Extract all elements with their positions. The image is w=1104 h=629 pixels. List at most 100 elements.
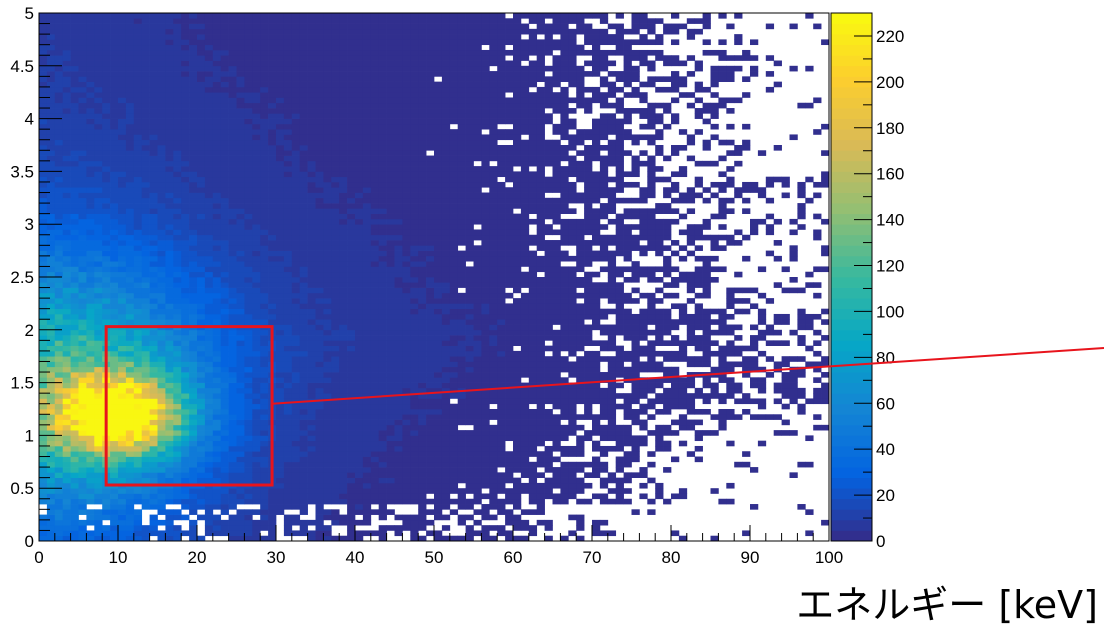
heatmap-cell — [39, 303, 48, 310]
heatmap-cell — [276, 419, 285, 426]
heatmap-cell — [181, 530, 190, 537]
heatmap-cell — [110, 345, 119, 352]
heatmap-cell — [125, 377, 135, 383]
heatmap-cell — [46, 123, 56, 130]
heatmap-cell — [165, 166, 174, 172]
heatmap-cell — [173, 472, 182, 478]
heatmap-cell — [434, 108, 443, 114]
heatmap-cell — [378, 255, 387, 262]
heatmap-cell — [141, 398, 150, 405]
heatmap-cell — [94, 440, 103, 447]
heatmap-cell — [378, 345, 387, 352]
heatmap-cell — [299, 440, 308, 447]
heatmap-cell — [149, 329, 158, 336]
heatmap-cell — [173, 440, 182, 447]
heatmap-cell — [370, 34, 380, 40]
heatmap-cell — [157, 387, 166, 394]
heatmap-cell — [410, 218, 419, 225]
heatmap-cell — [157, 44, 166, 51]
heatmap-cell — [39, 393, 48, 399]
heatmap-cell — [347, 350, 356, 357]
heatmap-cell — [220, 277, 229, 283]
heatmap-cell — [307, 424, 316, 431]
heatmap-cell — [157, 197, 166, 204]
heatmap-cell — [347, 261, 356, 267]
heatmap-cell — [426, 403, 435, 410]
heatmap-cell — [323, 366, 332, 373]
heatmap-cell — [323, 430, 332, 436]
heatmap-cell — [426, 435, 435, 442]
heatmap-cell — [283, 176, 293, 183]
heatmap-cell — [46, 350, 56, 357]
heatmap-cell — [46, 271, 56, 278]
heatmap-cell — [133, 519, 143, 526]
heatmap-cell — [39, 218, 48, 225]
heatmap-cell — [307, 414, 316, 420]
heatmap-cell — [268, 509, 277, 515]
heatmap-cell — [299, 377, 308, 383]
heatmap-cell — [268, 224, 277, 230]
heatmap-cell — [355, 34, 364, 40]
heatmap-cell — [307, 292, 316, 299]
heatmap-cell — [110, 65, 119, 72]
heatmap-cell — [355, 461, 364, 468]
heatmap-cell — [204, 477, 214, 484]
heatmap-cell — [370, 92, 380, 98]
heatmap-cell — [402, 240, 411, 246]
heatmap-cell — [46, 361, 56, 368]
heatmap-cell — [291, 271, 301, 278]
heatmap-cell — [189, 504, 198, 510]
heatmap-cell — [189, 150, 198, 156]
heatmap-cell — [46, 81, 56, 88]
heatmap-cell — [62, 187, 71, 193]
heatmap-cell — [402, 329, 411, 336]
heatmap-cell — [220, 350, 229, 357]
heatmap-cell — [339, 287, 348, 294]
heatmap-cell — [133, 419, 143, 426]
heatmap-cell — [418, 440, 427, 447]
heatmap-cell — [94, 255, 103, 262]
heatmap-cell — [46, 129, 56, 135]
heatmap-cell — [323, 298, 332, 304]
heatmap-cell — [418, 71, 427, 77]
heatmap-cell — [133, 166, 143, 172]
heatmap-cell — [268, 498, 277, 505]
heatmap-cell — [94, 298, 103, 304]
heatmap-cell — [370, 451, 380, 457]
heatmap-cell — [165, 118, 174, 125]
heatmap-cell — [283, 118, 293, 125]
heatmap-cell — [347, 76, 356, 82]
heatmap-cell — [268, 39, 277, 46]
heatmap-cell — [260, 361, 269, 368]
heatmap-cell — [339, 419, 348, 426]
heatmap-cell — [94, 55, 103, 61]
heatmap-cell — [173, 150, 182, 156]
heatmap-cell — [133, 387, 143, 394]
heatmap-cell — [118, 440, 127, 447]
heatmap-cell — [204, 181, 214, 188]
heatmap-cell — [362, 509, 372, 515]
heatmap-cell — [386, 86, 395, 93]
heatmap-cell — [86, 298, 95, 304]
heatmap-cell — [410, 409, 419, 415]
heatmap-cell — [62, 277, 71, 283]
heatmap-cell — [220, 261, 229, 267]
heatmap-cell — [307, 181, 316, 188]
heatmap-cell — [347, 192, 356, 199]
heatmap-cell — [418, 229, 427, 236]
heatmap-cell — [197, 298, 206, 304]
heatmap-cell — [252, 287, 261, 294]
heatmap-cell — [236, 467, 245, 473]
heatmap-cell — [86, 509, 95, 515]
heatmap-cell — [39, 129, 48, 135]
heatmap-cell — [276, 414, 285, 420]
heatmap-cell — [102, 282, 111, 288]
heatmap-cell — [78, 65, 87, 72]
heatmap-cell — [402, 493, 411, 500]
heatmap-cell — [402, 166, 411, 172]
heatmap-cell — [402, 129, 411, 135]
heatmap-cell — [102, 292, 111, 299]
heatmap-cell — [62, 329, 71, 336]
heatmap-cell — [197, 493, 206, 500]
heatmap-cell — [426, 335, 435, 341]
